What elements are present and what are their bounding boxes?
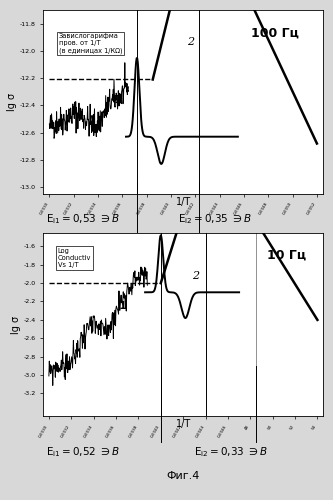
Text: Завислогарифма
пров. от 1/T
(в единицах 1/КΩ): Завислогарифма пров. от 1/T (в единицах … <box>59 33 123 54</box>
Y-axis label: lg σ: lg σ <box>11 316 21 334</box>
Text: 10 Гц: 10 Гц <box>267 248 306 261</box>
Text: 100 Гц: 100 Гц <box>251 26 299 40</box>
Text: $\mathrm{E_{i2} = 0{,}33\ \mathit{\ni B}}$: $\mathrm{E_{i2} = 0{,}33\ \mathit{\ni B}… <box>194 445 269 458</box>
Text: $\mathrm{E_{i2} = 0{,}35\ \mathit{\ni B}}$: $\mathrm{E_{i2} = 0{,}35\ \mathit{\ni B}… <box>177 212 252 226</box>
Text: 2: 2 <box>187 38 194 48</box>
Text: 2: 2 <box>192 272 199 281</box>
Text: $\mathrm{E_{i1} = 0{,}52\ \mathit{\ni B}}$: $\mathrm{E_{i1} = 0{,}52\ \mathit{\ni B}… <box>46 445 121 458</box>
Y-axis label: lg σ: lg σ <box>7 93 17 111</box>
Text: 1: 1 <box>118 301 126 311</box>
Text: 1: 1 <box>114 94 122 104</box>
Text: 1/T: 1/T <box>175 197 191 207</box>
Text: $\mathrm{E_{i1} = 0{,}53\ \mathit{\ni B}}$: $\mathrm{E_{i1} = 0{,}53\ \mathit{\ni B}… <box>46 212 121 226</box>
Text: 1/T: 1/T <box>175 419 191 429</box>
Text: Log
Conductiv
Vs 1/T: Log Conductiv Vs 1/T <box>58 248 91 268</box>
Text: Фиг.4: Фиг.4 <box>166 471 200 481</box>
